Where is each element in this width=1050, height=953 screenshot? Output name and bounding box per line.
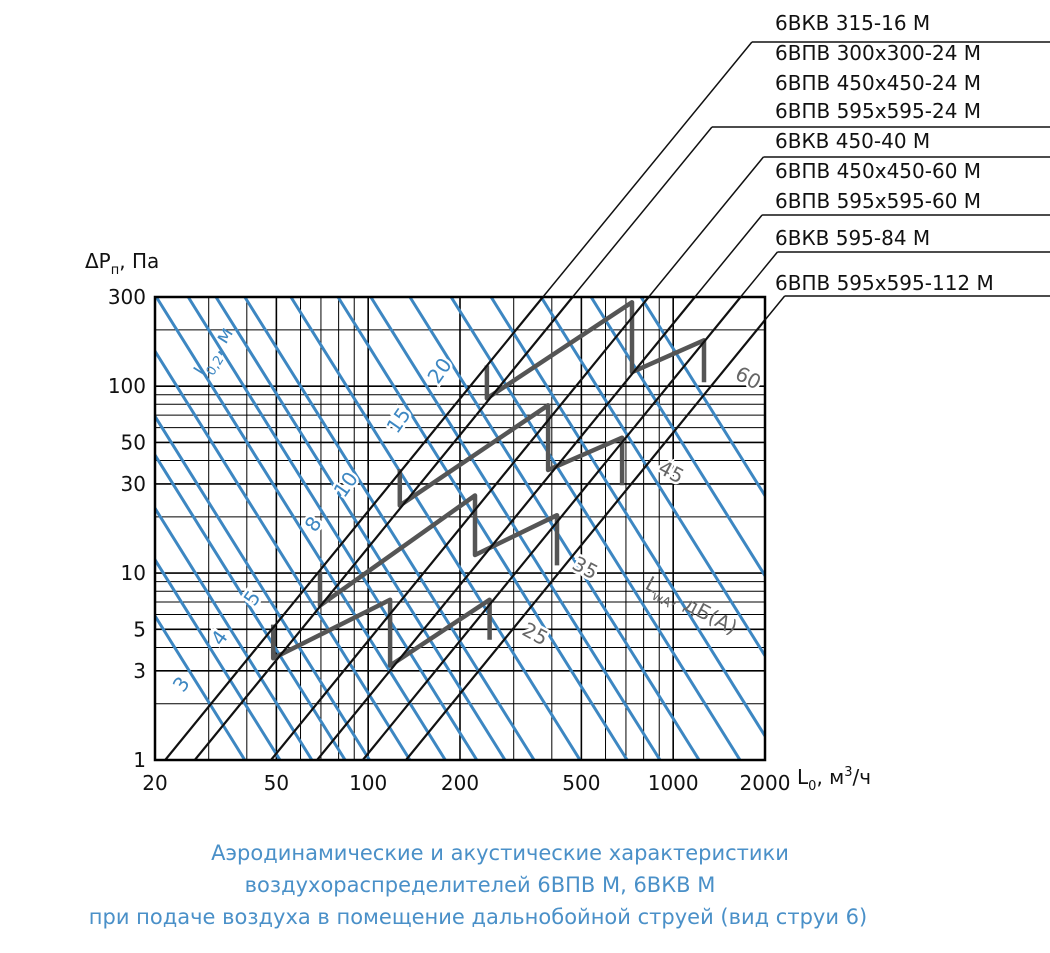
x-tick-label: 200 — [441, 771, 479, 795]
throw-line — [289, 297, 582, 760]
throw-line — [155, 452, 347, 760]
y-tick-label: 5 — [133, 617, 146, 641]
device-name: 6ВПВ 450x450-60 М — [775, 159, 981, 183]
leader-line — [739, 251, 779, 298]
leader-line — [764, 295, 786, 321]
grid — [154, 296, 766, 761]
throw-line — [155, 413, 371, 760]
caption-line: при подаче воздуха в помещение дальнобой… — [89, 905, 867, 929]
device-line — [361, 297, 742, 760]
x-tick-label: 20 — [142, 771, 167, 795]
throw-label: 15 — [381, 403, 415, 438]
leader-line — [572, 126, 713, 298]
device-name: 6ВКВ 450-40 М — [775, 129, 930, 153]
x-tick-label: 1000 — [648, 771, 699, 795]
throw-line — [186, 297, 479, 760]
operating-range — [397, 403, 625, 508]
throw-line — [369, 297, 662, 760]
caption-line: воздухораспределителей 6ВПВ М, 6ВКВ М — [245, 873, 716, 897]
throw-axis-label: l0,2, м — [189, 322, 242, 383]
throw-label: 20 — [422, 353, 456, 388]
y-tick-label: 50 — [121, 430, 146, 454]
y-tick-label: 30 — [121, 472, 146, 496]
y-axis-label: ΔPп, Па — [85, 249, 159, 278]
device-name: 6ВПВ 300x300-24 М — [775, 41, 981, 65]
device-name: 6ВКВ 315-16 М — [775, 11, 930, 35]
operating-range — [270, 597, 492, 668]
device-name: 6ВПВ 450x450-24 М — [775, 71, 981, 95]
throw-line — [243, 297, 536, 760]
throw-line — [589, 297, 765, 579]
leader-line — [694, 214, 763, 298]
x-axis-label: L0, м3/ч — [797, 765, 871, 794]
y-tick-label: 10 — [121, 561, 146, 585]
device-line — [270, 297, 650, 760]
x-tick-label: 2000 — [740, 771, 791, 795]
plot-frame — [153, 295, 767, 762]
y-tick-label: 300 — [108, 285, 146, 309]
throw-line — [155, 297, 447, 760]
throw-line — [336, 297, 629, 760]
device-line — [193, 297, 574, 760]
throw-line — [155, 348, 412, 760]
throw-label: 10 — [329, 467, 363, 502]
sound-level-label: 25 — [518, 617, 552, 650]
throw-line — [539, 297, 765, 659]
x-tick-label: 100 — [349, 771, 387, 795]
labels: 20 50 100 200 500 1000 20001351030501003003458… — [108, 11, 1050, 795]
sound-level-label: 60 — [731, 361, 765, 394]
leader-line — [542, 41, 753, 298]
throw-line — [155, 556, 282, 760]
caption-line: Аэродинамические и акустические характер… — [211, 841, 789, 865]
plot-area — [155, 297, 765, 760]
y-tick-label: 3 — [133, 659, 146, 683]
throw-line — [489, 297, 765, 739]
leader-line — [648, 156, 764, 298]
x-tick-label: 500 — [562, 771, 600, 795]
device-line — [164, 297, 544, 760]
device-line — [405, 319, 765, 760]
device-name: 6ВПВ 595x595-60 М — [775, 189, 981, 213]
throw-line — [408, 297, 701, 760]
device-line — [316, 297, 696, 760]
device-name: 6ВПВ 595x595-24 М — [775, 99, 981, 123]
operating-range — [484, 300, 707, 401]
throw-line — [155, 613, 247, 760]
y-tick-label: 1 — [133, 748, 146, 772]
device-name: 6ВПВ 595x595-112 М — [775, 271, 994, 295]
x-tick-label: 50 — [264, 771, 289, 795]
device-name: 6ВКВ 595-84 М — [775, 226, 930, 250]
throw-line — [214, 297, 507, 760]
y-tick-label: 100 — [108, 374, 146, 398]
throw-line — [639, 297, 765, 499]
throw-line — [155, 505, 314, 760]
